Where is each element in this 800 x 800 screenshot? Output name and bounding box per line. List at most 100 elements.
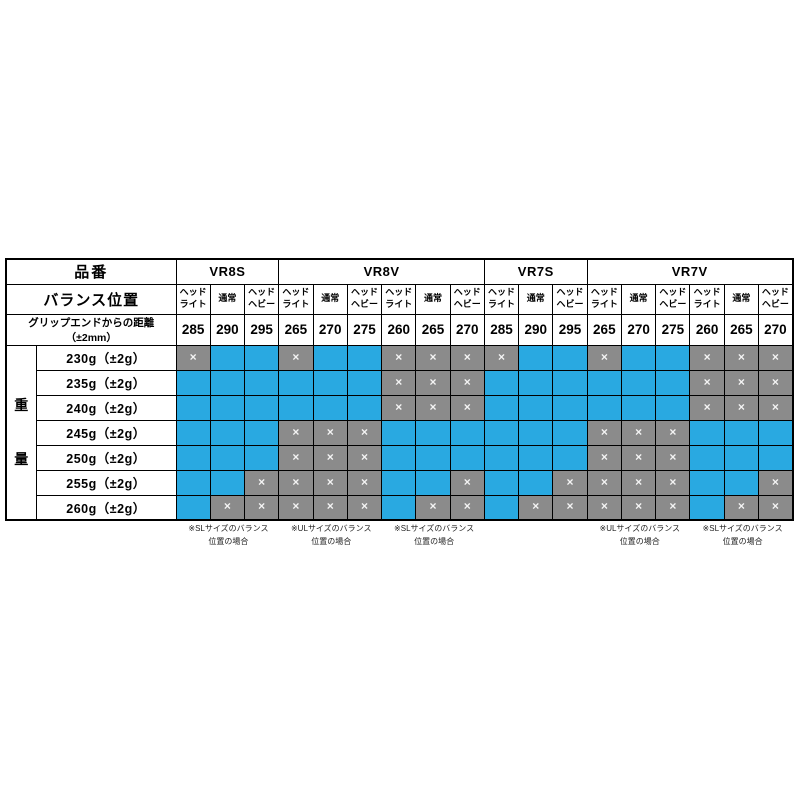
balance-type-cell: 通常	[723, 283, 760, 315]
x-mark-icon: ×	[635, 474, 643, 489]
availability-cell-excluded: ×	[758, 469, 794, 496]
availability-cell-available	[209, 369, 246, 396]
distance-value-cell: 270	[620, 313, 657, 346]
weight-row: 255g（±2g） × × × × × × × × × ×	[6, 469, 794, 496]
spec-table: 品番 VR8S VR8V VR7S VR7V バランス位置 ヘッド ライト 通常 ヘッド ヘビー…	[5, 258, 794, 521]
availability-cell-excluded: ×	[449, 469, 485, 496]
x-mark-icon: ×	[771, 474, 779, 489]
availability-cell-available	[518, 444, 554, 471]
balance-type-cell: 通常	[415, 283, 451, 315]
x-mark-icon: ×	[326, 449, 334, 464]
balance-position-row: バランス位置 ヘッド ライト 通常 ヘッド ヘビー ヘッド ライト 通常 ヘッド ヘビー ヘッ…	[5, 283, 794, 315]
x-mark-icon: ×	[292, 474, 300, 489]
weight-axis-char: 重	[14, 397, 29, 414]
availability-cell-excluded: ×	[620, 419, 657, 446]
availability-cell-excluded: ×	[278, 344, 314, 371]
size-footnote: ※SLサイズのバランス 位置の場合	[702, 524, 783, 547]
availability-cell-excluded: ×	[552, 494, 588, 521]
weight-axis-label: 重量	[5, 344, 37, 521]
availability-cell-available	[620, 369, 657, 396]
x-mark-icon: ×	[771, 374, 779, 389]
availability-cell-excluded: ×	[346, 494, 383, 521]
x-mark-icon: ×	[635, 449, 643, 464]
x-mark-icon: ×	[360, 499, 368, 514]
availability-cell-excluded: ×	[758, 344, 794, 371]
x-mark-icon: ×	[360, 424, 368, 439]
availability-cell-excluded: ×	[586, 469, 622, 496]
availability-cell-available	[758, 419, 794, 446]
availability-cell-available	[483, 419, 520, 446]
x-mark-icon: ×	[292, 424, 300, 439]
x-mark-icon: ×	[292, 449, 300, 464]
weight-row: 重量 230g（±2g） × × × × × × × × × ×	[5, 344, 794, 521]
x-mark-icon: ×	[395, 399, 403, 414]
availability-cell-excluded: ×	[312, 469, 348, 496]
availability-cell-available	[312, 394, 348, 421]
x-mark-icon: ×	[258, 499, 266, 514]
size-footnote: ※SLサイズのバランス 位置の場合	[394, 524, 475, 547]
availability-cell-available	[278, 394, 314, 421]
balance-type-cell: ヘッド ヘビー	[346, 283, 383, 315]
availability-cell-excluded: ×	[346, 469, 383, 496]
availability-cell-excluded: ×	[415, 344, 451, 371]
x-mark-icon: ×	[635, 424, 643, 439]
weight-axis-char: 量	[14, 451, 29, 468]
availability-cell-excluded: ×	[758, 394, 794, 421]
distance-value-cell: 285	[483, 313, 520, 346]
x-mark-icon: ×	[360, 449, 368, 464]
availability-cell-excluded: ×	[586, 344, 622, 371]
availability-cell-available	[586, 394, 622, 421]
availability-cell-excluded: ×	[449, 369, 485, 396]
availability-cell-available	[620, 394, 657, 421]
availability-cell-excluded: ×	[689, 344, 725, 371]
x-mark-icon: ×	[429, 499, 437, 514]
availability-cell-available	[381, 444, 417, 471]
availability-cell-available	[312, 344, 348, 371]
availability-cell-available	[244, 344, 280, 371]
x-mark-icon: ×	[703, 399, 711, 414]
availability-cell-available	[244, 419, 280, 446]
weight-label: 230g（±2g）	[35, 344, 177, 371]
x-mark-icon: ×	[669, 449, 677, 464]
availability-cell-excluded: ×	[758, 369, 794, 396]
availability-cell-available	[655, 344, 691, 371]
availability-cell-excluded: ×	[346, 444, 383, 471]
x-mark-icon: ×	[463, 474, 471, 489]
availability-cell-excluded: ×	[758, 494, 794, 521]
availability-cell-available	[209, 344, 246, 371]
weight-label: 260g（±2g）	[35, 494, 177, 521]
distance-value-cell: 290	[209, 313, 246, 346]
availability-cell-available	[415, 444, 451, 471]
distance-value-cell: 260	[689, 313, 725, 346]
availability-cell-available	[655, 369, 691, 396]
availability-cell-available	[483, 394, 520, 421]
availability-cell-excluded: ×	[244, 494, 280, 521]
balance-type-cell: ヘッド ヘビー	[244, 283, 280, 315]
availability-cell-available	[175, 494, 211, 521]
availability-cell-excluded: ×	[175, 344, 211, 371]
distance-value-cell: 285	[175, 313, 211, 346]
availability-cell-available	[175, 444, 211, 471]
availability-cell-excluded: ×	[278, 469, 314, 496]
distance-value-cell: 275	[655, 313, 691, 346]
availability-cell-available	[415, 469, 451, 496]
availability-cell-available	[689, 469, 725, 496]
x-mark-icon: ×	[635, 499, 643, 514]
distance-value-cell: 275	[346, 313, 383, 346]
availability-cell-available	[723, 419, 760, 446]
product-code-row: 品番 VR8S VR8V VR7S VR7V	[5, 258, 794, 285]
availability-cell-excluded: ×	[655, 469, 691, 496]
x-mark-icon: ×	[737, 499, 745, 514]
size-footnote: ※SLサイズのバランス 位置の場合	[188, 524, 269, 547]
availability-cell-available	[381, 419, 417, 446]
availability-cell-excluded: ×	[449, 394, 485, 421]
balance-type-cell: ヘッド ヘビー	[449, 283, 485, 315]
balance-type-cell: ヘッド ライト	[175, 283, 211, 315]
balance-type-cell: 通常	[518, 283, 554, 315]
x-mark-icon: ×	[429, 399, 437, 414]
availability-cell-excluded: ×	[278, 494, 314, 521]
balance-type-cell: 通常	[209, 283, 246, 315]
availability-cell-excluded: ×	[415, 494, 451, 521]
x-mark-icon: ×	[737, 349, 745, 364]
availability-cell-available	[381, 469, 417, 496]
